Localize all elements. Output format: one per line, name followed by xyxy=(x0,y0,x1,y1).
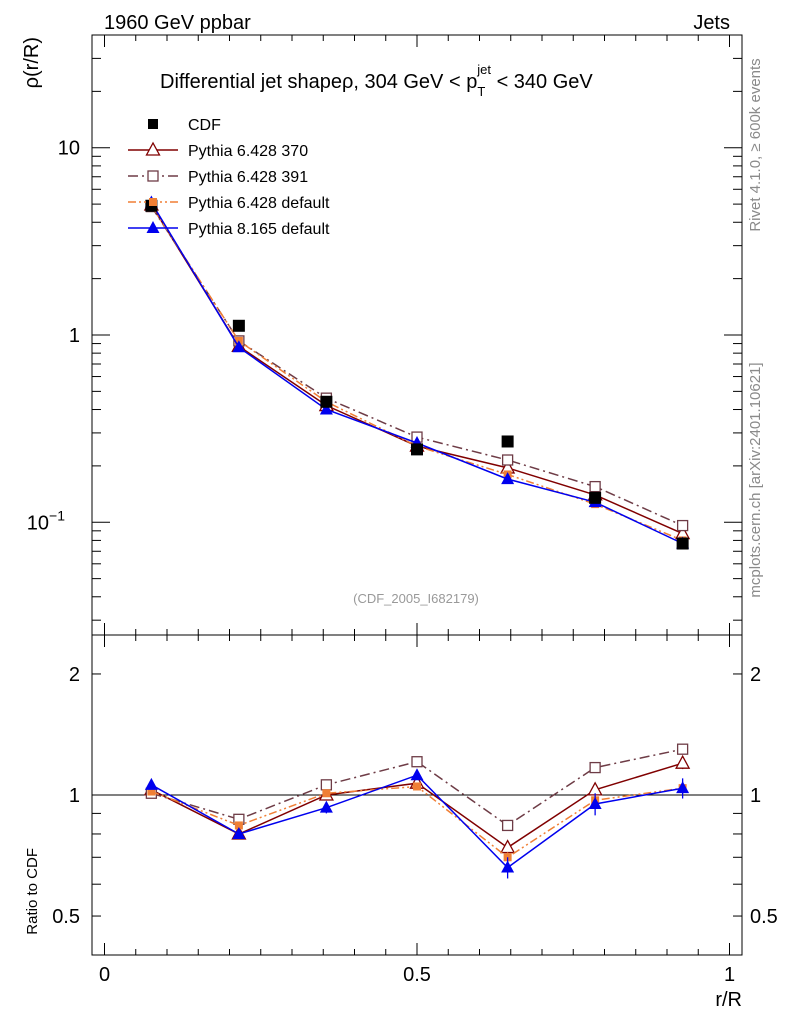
analysis-tag: (CDF_2005_I682179) xyxy=(353,591,479,606)
main-title: Differential jet shapeρ, 304 GeV < pTjet… xyxy=(160,62,593,99)
data-point xyxy=(501,860,515,873)
data-point xyxy=(589,761,601,774)
main-plot-series xyxy=(143,195,691,550)
ratio-y-tick-label-right: 1 xyxy=(750,785,761,807)
data-point xyxy=(149,198,157,206)
data-point xyxy=(234,821,243,830)
legend: CDF Pythia 6.428 370 Pythia 6.428 391 Pythi… xyxy=(128,117,330,238)
x-tick-label: 0.5 xyxy=(403,964,431,986)
main-axis-ticks: 10−1 1 10 xyxy=(27,34,742,635)
data-point xyxy=(676,781,690,794)
data-point xyxy=(676,743,689,755)
ratio-y-tick-label-left: 0.5 xyxy=(52,906,80,928)
data-point xyxy=(501,435,514,448)
legend-label: CDF xyxy=(188,117,221,134)
data-point xyxy=(588,796,602,809)
data-point xyxy=(232,319,245,332)
data-point xyxy=(320,779,333,791)
data-point xyxy=(146,221,160,233)
data-point xyxy=(413,782,421,791)
data-point xyxy=(675,754,691,769)
legend-label: Pythia 6.428 default xyxy=(188,195,330,212)
ratio-y-tick-label-left: 1 xyxy=(69,785,80,807)
ratio-axis-ticks: 0 0.5 1 0.5 0.5 1 1 2 2 xyxy=(52,635,778,986)
legend-entry: Pythia 8.165 default xyxy=(128,221,330,238)
data-point xyxy=(322,789,331,798)
data-point xyxy=(589,491,602,504)
data-point xyxy=(410,768,424,781)
main-y-axis-label: ρ(r/R) xyxy=(21,37,43,88)
ratio-y-tick-label-right: 2 xyxy=(750,664,761,686)
main-y-tick-label: 10 xyxy=(58,138,80,160)
legend-entry: Pythia 6.428 370 xyxy=(128,141,308,160)
x-tick-label: 1 xyxy=(724,964,735,986)
legend-label: Pythia 6.428 370 xyxy=(188,143,308,160)
header-energy-label: 1960 GeV ppbar xyxy=(104,12,251,34)
x-tick-label: 0 xyxy=(99,964,110,986)
data-point xyxy=(320,395,333,408)
header-jets-label: Jets xyxy=(693,12,730,34)
mcplots-label: mcplots.cern.ch [arXiv:2401.10621] xyxy=(747,362,764,597)
data-point xyxy=(232,340,246,353)
data-point xyxy=(232,826,246,839)
main-y-tick-label: 10−1 xyxy=(27,507,65,534)
ratio-y-axis-label: Ratio to CDF xyxy=(24,848,41,935)
data-point xyxy=(501,454,514,466)
legend-label: Pythia 8.165 default xyxy=(188,221,330,238)
ratio-y-tick-label-right: 0.5 xyxy=(750,906,778,928)
data-point xyxy=(676,519,689,532)
ratio-series-pythia-8-165-default xyxy=(144,768,690,879)
data-point xyxy=(145,141,161,156)
data-point xyxy=(501,472,515,485)
legend-label: Pythia 6.428 391 xyxy=(188,169,308,186)
data-point xyxy=(411,756,423,768)
legend-entry: Pythia 6.428 391 xyxy=(128,169,308,186)
data-point xyxy=(676,537,689,550)
ratio-plot-series xyxy=(143,743,691,879)
data-point xyxy=(589,480,601,493)
legend-entry: Pythia 6.428 default xyxy=(128,195,330,212)
data-point xyxy=(147,170,159,182)
data-point xyxy=(147,787,156,796)
data-point xyxy=(144,777,158,790)
legend-entry: CDF xyxy=(148,117,221,134)
x-axis-label: r/R xyxy=(715,989,742,1011)
main-y-tick-label: 1 xyxy=(69,325,80,347)
data-point xyxy=(319,800,333,813)
data-point xyxy=(411,443,423,456)
rivet-version-label: Rivet 4.1.0, ≥ 600k events xyxy=(747,58,764,231)
data-point xyxy=(319,402,333,415)
ratio-y-tick-label-left: 2 xyxy=(69,664,80,686)
data-point xyxy=(148,119,158,129)
data-point xyxy=(501,819,514,832)
